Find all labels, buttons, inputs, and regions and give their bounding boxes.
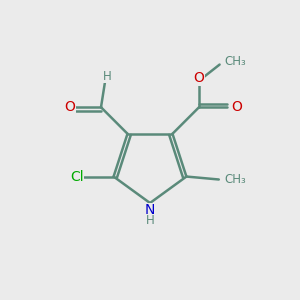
Text: CH₃: CH₃ bbox=[224, 55, 246, 68]
Text: O: O bbox=[231, 100, 242, 114]
Text: H: H bbox=[146, 214, 154, 227]
Text: O: O bbox=[194, 71, 204, 85]
Text: H: H bbox=[103, 70, 111, 83]
Text: N: N bbox=[145, 203, 155, 218]
Text: O: O bbox=[64, 100, 76, 114]
Text: CH₃: CH₃ bbox=[225, 173, 246, 186]
Text: Cl: Cl bbox=[70, 169, 84, 184]
